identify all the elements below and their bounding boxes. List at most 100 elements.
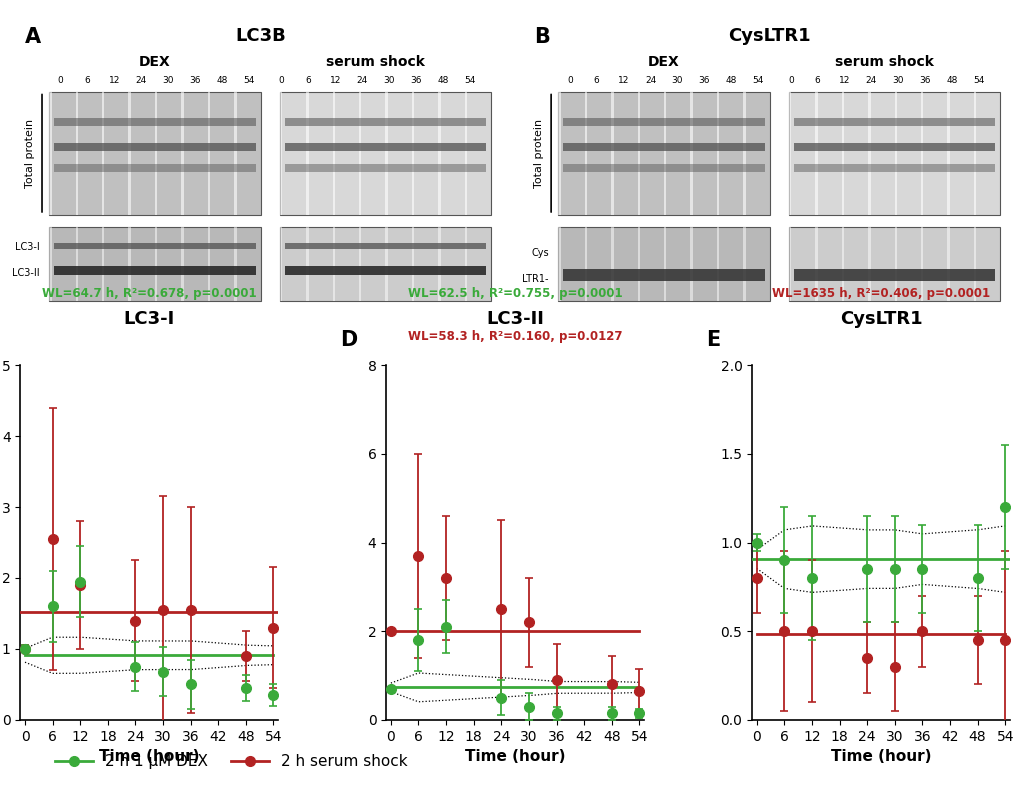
Bar bbox=[637, 227, 639, 301]
Text: LC3-II: LC3-II bbox=[12, 268, 40, 278]
Bar bbox=[920, 227, 922, 301]
Text: serum shock: serum shock bbox=[835, 55, 933, 69]
Text: DEX: DEX bbox=[139, 55, 170, 69]
Bar bbox=[584, 92, 587, 215]
Bar bbox=[155, 227, 157, 301]
Bar bbox=[973, 227, 975, 301]
Bar bbox=[562, 143, 764, 151]
Text: 36: 36 bbox=[918, 76, 930, 85]
Text: 0: 0 bbox=[567, 76, 572, 85]
Bar bbox=[54, 119, 256, 126]
Text: 54: 54 bbox=[244, 76, 255, 85]
Bar bbox=[412, 227, 414, 301]
Bar bbox=[284, 266, 486, 275]
Text: WL=62.5 h, R²=0.755, p=0.0001: WL=62.5 h, R²=0.755, p=0.0001 bbox=[408, 287, 622, 301]
Bar bbox=[562, 119, 764, 126]
Bar bbox=[867, 227, 869, 301]
Bar bbox=[181, 92, 183, 215]
Text: 30: 30 bbox=[672, 76, 683, 85]
Text: 12: 12 bbox=[838, 76, 850, 85]
Text: E: E bbox=[705, 330, 719, 350]
Bar bbox=[973, 92, 975, 215]
Bar bbox=[814, 227, 817, 301]
Text: 54: 54 bbox=[972, 76, 983, 85]
Bar bbox=[716, 92, 718, 215]
Text: 48: 48 bbox=[216, 76, 227, 85]
Text: LC3B: LC3B bbox=[235, 27, 285, 45]
Text: D: D bbox=[339, 330, 357, 350]
Bar bbox=[562, 164, 764, 172]
Bar bbox=[557, 92, 560, 215]
Bar bbox=[284, 244, 486, 249]
Bar bbox=[128, 92, 130, 215]
Bar bbox=[49, 227, 260, 301]
Text: LTR1-: LTR1- bbox=[522, 274, 548, 284]
Bar bbox=[841, 227, 844, 301]
Title: LC3-I: LC3-I bbox=[123, 309, 174, 327]
Title: CysLTR1: CysLTR1 bbox=[839, 309, 921, 327]
Bar bbox=[690, 92, 692, 215]
Bar bbox=[234, 92, 236, 215]
Text: DEX: DEX bbox=[647, 55, 680, 69]
Bar bbox=[208, 227, 210, 301]
Bar bbox=[867, 92, 869, 215]
Bar bbox=[284, 143, 486, 151]
Text: 6: 6 bbox=[85, 76, 91, 85]
Legend: 2 h 1 μM DEX, 2 h serum shock: 2 h 1 μM DEX, 2 h serum shock bbox=[48, 748, 414, 775]
Text: 30: 30 bbox=[383, 76, 394, 85]
Bar bbox=[332, 227, 334, 301]
Text: CysLTR1: CysLTR1 bbox=[728, 27, 810, 45]
Bar bbox=[128, 227, 130, 301]
Text: 12: 12 bbox=[618, 76, 629, 85]
Text: 54: 54 bbox=[752, 76, 763, 85]
Text: 36: 36 bbox=[698, 76, 709, 85]
Bar bbox=[332, 92, 334, 215]
Text: 0: 0 bbox=[58, 76, 63, 85]
Bar bbox=[438, 92, 440, 215]
Text: 24: 24 bbox=[865, 76, 876, 85]
Text: 0: 0 bbox=[278, 76, 284, 85]
X-axis label: Time (hour): Time (hour) bbox=[465, 749, 565, 764]
Text: WL=1635 h, R²=0.406, p=0.0001: WL=1635 h, R²=0.406, p=0.0001 bbox=[771, 287, 989, 301]
Bar bbox=[894, 227, 896, 301]
Text: 30: 30 bbox=[162, 76, 174, 85]
Bar bbox=[75, 227, 78, 301]
Bar bbox=[947, 92, 949, 215]
Bar bbox=[279, 92, 282, 215]
Bar bbox=[465, 92, 467, 215]
Text: WL=64.7 h, R²=0.678, p=0.0001: WL=64.7 h, R²=0.678, p=0.0001 bbox=[42, 287, 257, 301]
Text: 24: 24 bbox=[644, 76, 655, 85]
Bar bbox=[385, 92, 387, 215]
Bar bbox=[208, 92, 210, 215]
Bar bbox=[49, 92, 260, 215]
Bar bbox=[793, 119, 995, 126]
Text: 48: 48 bbox=[725, 76, 736, 85]
Bar bbox=[894, 92, 896, 215]
Bar bbox=[102, 92, 104, 215]
Bar bbox=[793, 164, 995, 172]
Bar bbox=[385, 227, 387, 301]
Bar bbox=[814, 92, 817, 215]
Bar bbox=[54, 164, 256, 172]
Text: Total protein: Total protein bbox=[25, 119, 35, 187]
Bar bbox=[841, 92, 844, 215]
Bar bbox=[663, 92, 665, 215]
Bar bbox=[610, 92, 613, 215]
Bar bbox=[920, 92, 922, 215]
Text: 48: 48 bbox=[946, 76, 957, 85]
Bar bbox=[690, 227, 692, 301]
Bar bbox=[562, 269, 764, 281]
Bar bbox=[181, 227, 183, 301]
Text: 0: 0 bbox=[787, 76, 793, 85]
Text: 36: 36 bbox=[410, 76, 422, 85]
Text: Total protein: Total protein bbox=[534, 119, 543, 187]
X-axis label: Time (hour): Time (hour) bbox=[829, 749, 930, 764]
Text: Cys: Cys bbox=[531, 248, 548, 258]
Bar bbox=[102, 227, 104, 301]
Bar bbox=[663, 227, 665, 301]
Text: serum shock: serum shock bbox=[326, 55, 425, 69]
Bar bbox=[279, 227, 490, 301]
Text: 12: 12 bbox=[329, 76, 340, 85]
X-axis label: Time (hour): Time (hour) bbox=[99, 749, 200, 764]
Title: LC3-II: LC3-II bbox=[486, 309, 543, 327]
